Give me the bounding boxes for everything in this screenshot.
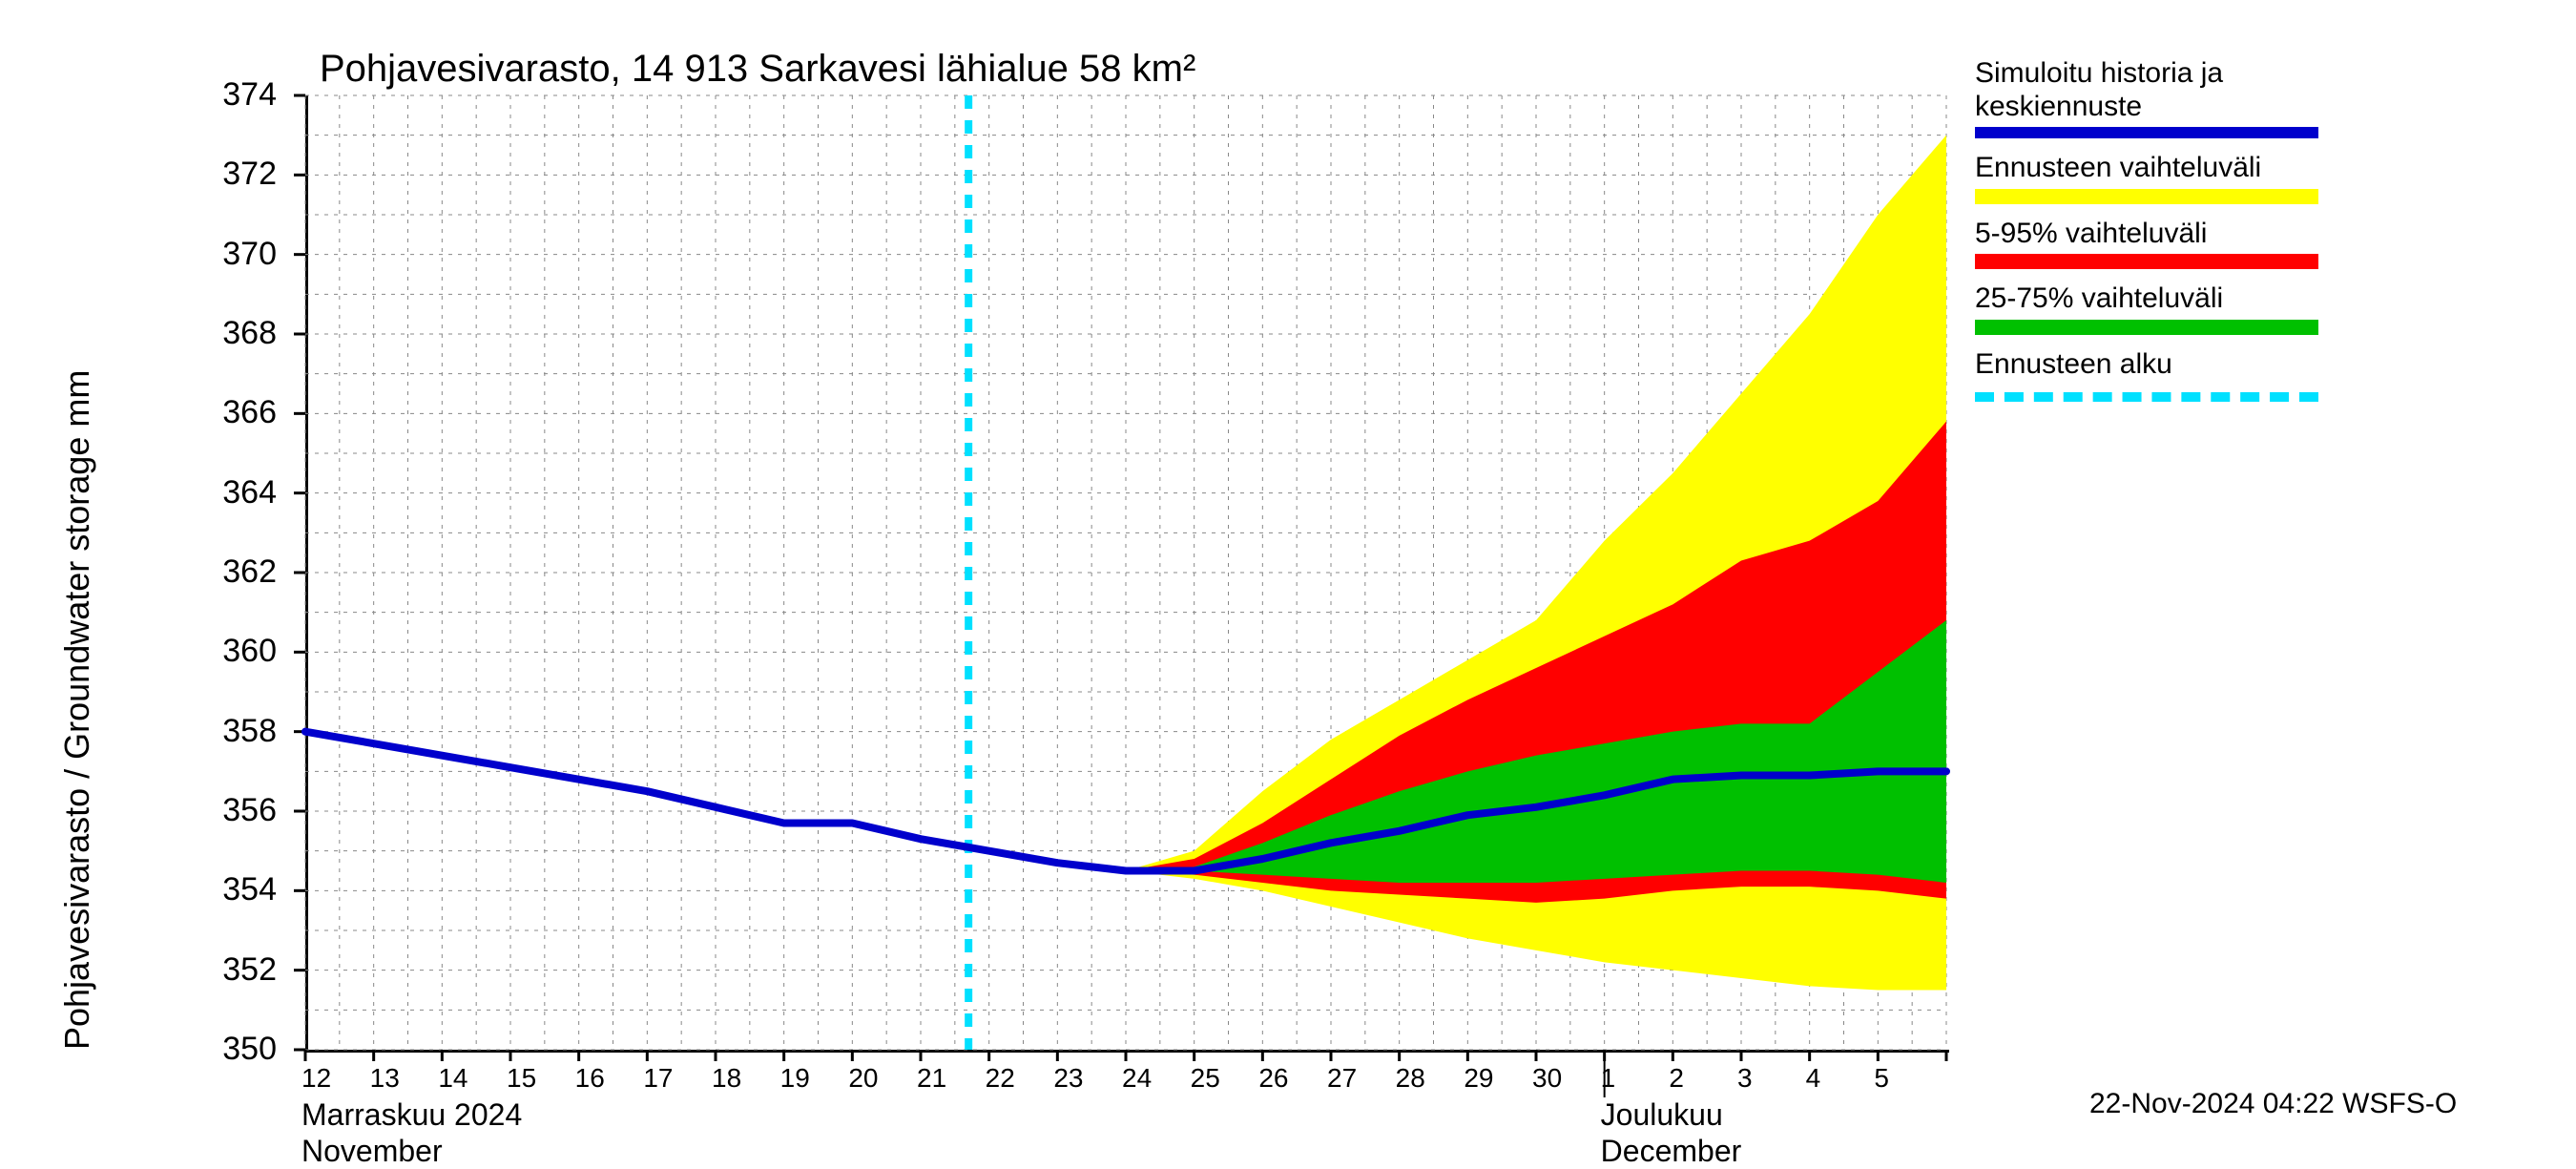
legend-label: 25-75% vaihteluväli (1975, 282, 2318, 316)
x-tick-label: 19 (780, 1063, 810, 1094)
legend-swatch (1975, 127, 2318, 138)
x-tick-label: 24 (1122, 1063, 1152, 1094)
x-tick-label: 20 (848, 1063, 878, 1094)
legend-label: 5-95% vaihteluväli (1975, 218, 2318, 251)
legend-item: 5-95% vaihteluväli (1975, 218, 2318, 270)
y-tick-label: 374 (200, 76, 277, 114)
x-tick-label: 12 (301, 1063, 331, 1094)
x-tick-label: 30 (1532, 1063, 1562, 1094)
legend-item: Ennusteen alku (1975, 348, 2318, 403)
y-tick-label: 356 (200, 792, 277, 829)
x-tick-label: 27 (1327, 1063, 1357, 1094)
legend-item: 25-75% vaihteluväli (1975, 282, 2318, 335)
y-tick-label: 368 (200, 315, 277, 352)
x-tick-label: 1 (1601, 1063, 1616, 1094)
month-label-fi: Joulukuu (1601, 1097, 1723, 1133)
x-tick-label: 17 (643, 1063, 673, 1094)
x-tick-label: 26 (1258, 1063, 1288, 1094)
x-tick-label: 23 (1053, 1063, 1083, 1094)
y-tick-label: 354 (200, 871, 277, 908)
y-tick-label: 360 (200, 633, 277, 670)
legend-item: Simuloitu historia jakeskiennuste (1975, 57, 2318, 138)
y-tick-label: 350 (200, 1031, 277, 1068)
y-tick-label: 352 (200, 951, 277, 989)
chart-container: Pohjavesivarasto, 14 913 Sarkavesi lähia… (0, 0, 2576, 1145)
month-label-fi: Marraskuu 2024 (301, 1097, 522, 1133)
x-tick-label: 25 (1191, 1063, 1220, 1094)
y-tick-label: 370 (200, 236, 277, 273)
legend-swatch-dash (1975, 392, 2318, 402)
y-tick-label: 364 (200, 474, 277, 511)
x-tick-label: 5 (1874, 1063, 1889, 1094)
x-tick-label: 18 (712, 1063, 741, 1094)
legend-label: Simuloitu historia ja (1975, 57, 2318, 91)
x-tick-label: 16 (575, 1063, 605, 1094)
x-tick-label: 13 (370, 1063, 400, 1094)
footer-timestamp: 22-Nov-2024 04:22 WSFS-O (2089, 1088, 2457, 1120)
legend-swatch (1975, 320, 2318, 335)
legend-label: keskiennuste (1975, 91, 2318, 124)
y-tick-label: 362 (200, 553, 277, 591)
x-tick-label: 14 (438, 1063, 467, 1094)
legend-item: Ennusteen vaihteluväli (1975, 152, 2318, 204)
y-tick-label: 366 (200, 394, 277, 431)
legend-swatch (1975, 189, 2318, 204)
x-tick-label: 3 (1737, 1063, 1753, 1094)
x-tick-label: 4 (1806, 1063, 1821, 1094)
month-label-en: December (1601, 1134, 1742, 1169)
x-tick-label: 22 (986, 1063, 1015, 1094)
legend: Simuloitu historia jakeskiennuste Ennuste… (1975, 57, 2318, 415)
x-tick-label: 29 (1464, 1063, 1493, 1094)
x-tick-label: 2 (1669, 1063, 1684, 1094)
y-tick-label: 358 (200, 713, 277, 750)
legend-swatch (1975, 254, 2318, 269)
y-tick-label: 372 (200, 156, 277, 193)
legend-label: Ennusteen alku (1975, 348, 2318, 382)
x-tick-label: 28 (1396, 1063, 1425, 1094)
x-tick-label: 15 (507, 1063, 536, 1094)
month-label-en: November (301, 1134, 443, 1169)
legend-label: Ennusteen vaihteluväli (1975, 152, 2318, 185)
x-tick-label: 21 (917, 1063, 946, 1094)
